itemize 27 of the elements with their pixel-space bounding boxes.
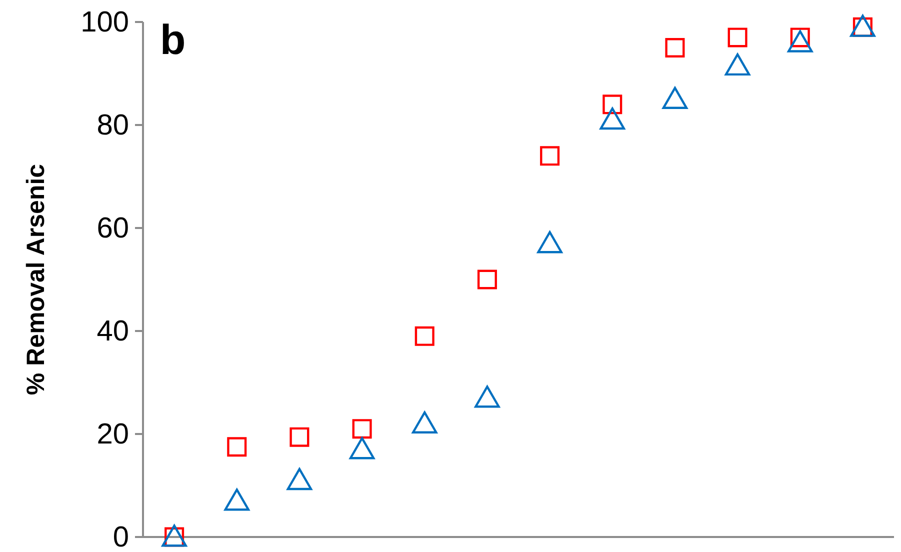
y-tick-label: 60 (96, 212, 129, 244)
point (352, 419, 372, 439)
point (602, 94, 622, 114)
y-tick-label: 100 (80, 6, 129, 38)
point (474, 386, 500, 408)
point (290, 427, 310, 447)
y-tick-label: 20 (96, 418, 129, 450)
point (286, 468, 312, 490)
point (414, 326, 434, 346)
point (665, 38, 685, 58)
point (662, 86, 688, 110)
point (537, 231, 562, 254)
y-tick-label: 40 (96, 315, 129, 348)
point (412, 411, 438, 434)
point (788, 30, 813, 52)
point (477, 270, 497, 290)
point (600, 107, 625, 130)
y-tick-label: 80 (96, 109, 129, 142)
point (349, 437, 375, 460)
point (224, 488, 250, 511)
point (724, 53, 750, 76)
point (728, 28, 748, 48)
y-tick-label: 0 (112, 521, 129, 552)
y-axis-title: % Removal Arsenic (22, 164, 50, 396)
point (540, 146, 560, 166)
annotation: b (160, 16, 186, 63)
point (227, 437, 247, 457)
